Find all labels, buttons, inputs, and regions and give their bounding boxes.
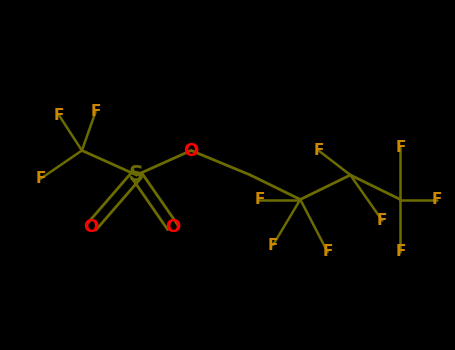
Text: F: F (323, 245, 333, 259)
Text: O: O (165, 218, 181, 237)
Text: F: F (254, 192, 264, 207)
Text: F: F (36, 171, 46, 186)
Text: F: F (432, 192, 442, 207)
Text: O: O (183, 141, 199, 160)
Text: F: F (377, 213, 387, 228)
Text: F: F (268, 238, 278, 252)
Text: O: O (83, 218, 99, 237)
Text: F: F (395, 140, 405, 154)
Text: F: F (395, 245, 405, 259)
Text: F: F (313, 143, 324, 158)
Text: F: F (91, 105, 101, 119)
Text: F: F (54, 108, 64, 123)
Text: S: S (129, 165, 144, 185)
